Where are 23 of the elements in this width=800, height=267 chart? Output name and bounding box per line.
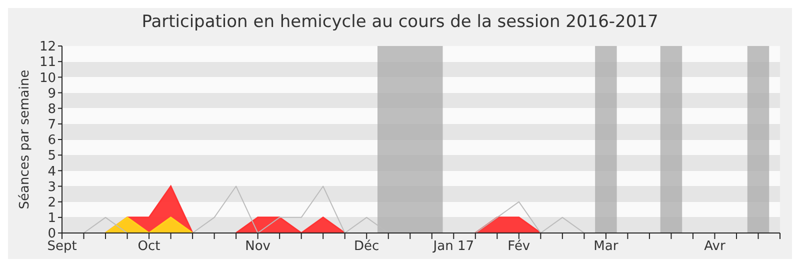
y-axis-title: Séances par semaine <box>18 70 33 210</box>
y-tick-label: 4 <box>48 164 56 180</box>
y-tick-label: 7 <box>48 118 56 133</box>
y-tick-label: 12 <box>39 40 56 55</box>
y-tick-label: 9 <box>48 86 56 102</box>
y-tick-label: 8 <box>48 102 56 117</box>
y-tick-label: 10 <box>39 70 56 86</box>
x-tick-label: Sept <box>47 239 77 254</box>
y-tick-label: 2 <box>48 195 56 210</box>
x-tick-label: Nov <box>245 239 271 254</box>
x-tick-label: Mar <box>594 239 619 254</box>
y-tick-label: 0 <box>48 226 56 242</box>
y-tick-label: 5 <box>48 148 56 164</box>
y-tick-label: 1 <box>48 211 56 226</box>
x-tick-label: Déc <box>354 239 380 254</box>
x-tick-label: Jan 17 <box>432 239 474 254</box>
y-tick-label: 3 <box>48 180 56 195</box>
y-tick-label: 11 <box>39 55 56 70</box>
x-tick-label: Fév <box>508 239 530 254</box>
chart-title: Participation en hemicycle au cours de la session 2016-2017 <box>140 11 660 34</box>
x-tick-label: Oct <box>138 239 160 254</box>
y-tick-label: 6 <box>48 133 56 148</box>
x-tick-label: Avr <box>704 239 726 254</box>
